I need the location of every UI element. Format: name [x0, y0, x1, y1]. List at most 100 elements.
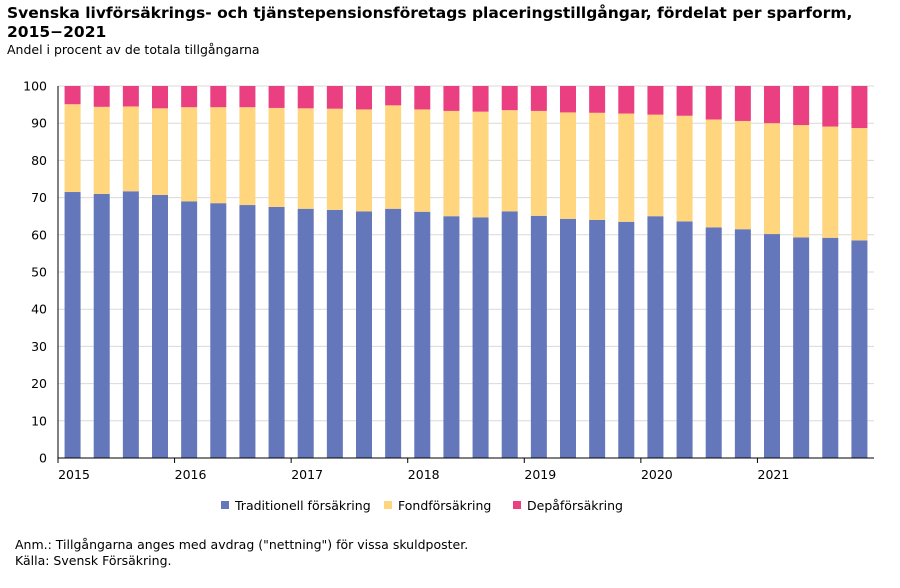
bar-segment-fond: [676, 115, 693, 222]
bar-segment-fond: [589, 112, 606, 220]
legend-label-depa: Depåförsäkring: [527, 498, 623, 513]
bar-segment-traditionell: [560, 218, 576, 458]
chart-title: Svenska livförsäkrings- och tjänstepensi…: [7, 4, 853, 41]
source-note: Källa: Svensk Försäkring.: [15, 553, 172, 568]
legend-item-depa: Depåförsäkring: [513, 497, 623, 515]
bar-segment-depa: [210, 86, 227, 108]
legend-swatch-traditionell: [221, 501, 229, 509]
bar-segment-traditionell: [122, 191, 139, 458]
bar-segment-fond: [443, 110, 460, 217]
bar-segment-traditionell: [356, 211, 372, 458]
bar-segment-depa: [793, 86, 810, 126]
x-tick-label: 2020: [641, 467, 673, 482]
bar-segment-fond: [501, 110, 518, 212]
bar-segment-fond: [239, 107, 256, 206]
bar-segment-fond: [530, 110, 547, 216]
legend-swatch-fond: [384, 501, 392, 509]
bar-segment-traditionell: [530, 215, 547, 458]
y-tick-label: 70: [31, 190, 47, 205]
bar-segment-depa: [356, 86, 372, 110]
bar-segment-traditionell: [472, 217, 489, 458]
bar-segment-depa: [385, 86, 402, 106]
bar-segment-traditionell: [764, 234, 780, 458]
bar-segment-traditionell: [64, 192, 81, 458]
y-tick-label: 50: [31, 265, 47, 280]
bars: [64, 86, 868, 458]
x-tick-label: 2015: [58, 467, 90, 482]
y-tick-label: 60: [31, 227, 47, 242]
bar-segment-traditionell: [268, 206, 285, 458]
x-tick-label: 2021: [758, 467, 790, 482]
bar-segment-depa: [181, 86, 198, 108]
bar-segment-depa: [734, 86, 751, 121]
bar-segment-depa: [326, 86, 343, 109]
bar-segment-traditionell: [414, 211, 431, 458]
legend-label-traditionell: Traditionell försäkring: [235, 498, 371, 513]
bar-segment-traditionell: [443, 216, 460, 458]
bar-segment-traditionell: [734, 229, 751, 458]
legend-swatch-depa: [513, 501, 521, 509]
bar-segment-depa: [530, 86, 547, 111]
bar-segment-fond: [122, 106, 139, 192]
bar-segment-traditionell: [326, 209, 343, 458]
x-tick-label: 2018: [408, 467, 440, 482]
bar-segment-depa: [268, 86, 285, 108]
bar-segment-fond: [64, 104, 81, 193]
bar-segment-depa: [647, 86, 664, 115]
bar-segment-depa: [297, 86, 314, 109]
bar-segment-depa: [122, 86, 139, 107]
legend: Traditionell försäkring Fondförsäkring D…: [0, 497, 900, 517]
bar-segment-fond: [822, 126, 839, 238]
bar-segment-depa: [501, 86, 518, 111]
bar-segment-traditionell: [297, 208, 314, 458]
x-tick-label: 2019: [524, 467, 556, 482]
y-tick-label: 30: [31, 339, 47, 354]
bar-segment-depa: [239, 86, 256, 108]
bar-segment-depa: [822, 86, 839, 127]
bar-segment-depa: [618, 86, 635, 114]
bar-segment-depa: [443, 86, 460, 111]
bar-segment-traditionell: [793, 237, 810, 458]
bar-segment-fond: [297, 108, 314, 209]
bar-segment-fond: [560, 112, 576, 219]
legend-item-fond: Fondförsäkring: [384, 497, 491, 515]
bar-segment-depa: [705, 86, 722, 120]
footnote: Anm.: Tillgångarna anges med avdrag ("ne…: [15, 537, 469, 552]
bar-segment-depa: [152, 86, 168, 109]
bar-segment-depa: [851, 86, 868, 129]
legend-label-fond: Fondförsäkring: [398, 498, 492, 513]
bar-segment-traditionell: [705, 227, 722, 458]
stacked-bar-chart: 0 10 20 30 40 50 60 70 80 90 100 2015 2016 2017 2018 20…: [23, 79, 874, 482]
bar-segment-depa: [589, 86, 606, 113]
bar-segment-traditionell: [501, 211, 518, 458]
bar-segment-fond: [93, 106, 110, 194]
bar-segment-depa: [560, 86, 576, 113]
y-tick-label: 80: [31, 153, 47, 168]
bar-segment-traditionell: [618, 221, 635, 458]
bar-segment-fond: [152, 108, 168, 195]
y-tick-label: 10: [31, 413, 47, 428]
bar-segment-fond: [385, 105, 402, 209]
bar-segment-fond: [793, 125, 810, 238]
chart-subtitle: Andel i procent av de totala tillgångarn…: [7, 42, 260, 57]
bar-segment-fond: [764, 123, 780, 235]
bar-segment-fond: [268, 107, 285, 207]
bar-segment-fond: [210, 107, 227, 204]
bar-segment-traditionell: [181, 201, 198, 458]
bar-segment-traditionell: [93, 193, 110, 458]
bar-segment-depa: [676, 86, 693, 116]
bar-segment-traditionell: [851, 240, 868, 458]
axes: 0 10 20 30 40 50 60 70 80 90 100 2015 2016 2017 2018 20…: [23, 79, 874, 482]
bar-segment-depa: [472, 86, 489, 112]
bar-segment-fond: [472, 111, 489, 218]
bar-segment-traditionell: [210, 203, 227, 458]
bar-segment-fond: [356, 109, 372, 212]
bar-segment-fond: [414, 109, 431, 212]
y-tick-label: 100: [23, 79, 47, 94]
bar-segment-traditionell: [647, 216, 664, 458]
bar-segment-fond: [618, 113, 635, 222]
bar-segment-depa: [93, 86, 110, 107]
bar-segment-fond: [734, 120, 751, 230]
bar-segment-fond: [181, 107, 198, 202]
y-tick-label: 0: [39, 451, 47, 466]
